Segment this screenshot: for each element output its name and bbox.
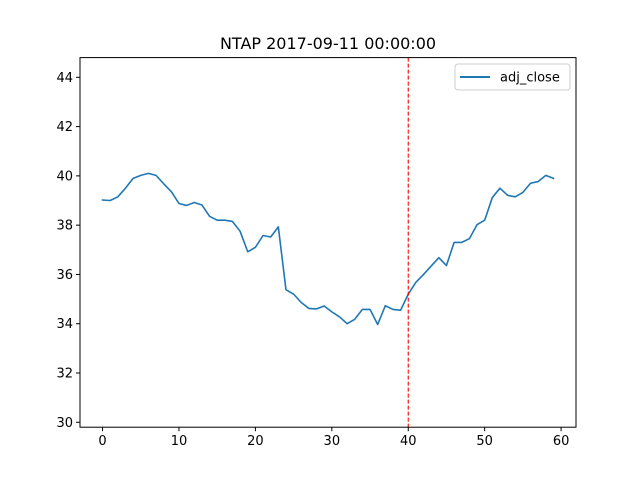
- legend-box: [454, 63, 571, 91]
- y-tick-label: 40: [56, 169, 73, 184]
- x-tick-label: 20: [247, 434, 264, 449]
- chart-title: NTAP 2017-09-11 00:00:00: [220, 34, 436, 53]
- legend-label-adj-close: adj_close: [500, 71, 560, 86]
- axes-frame: [79, 57, 577, 428]
- x-tick-label: 50: [476, 434, 493, 449]
- y-tick-label: 42: [56, 120, 73, 135]
- y-tick-label: 44: [56, 71, 73, 86]
- y-tick-label: 38: [56, 219, 73, 234]
- y-tick-label: 36: [56, 268, 73, 283]
- x-tick-label: 40: [400, 434, 417, 449]
- x-tick-label: 10: [171, 434, 188, 449]
- axis-ticks: 0 10 20 30 40 50 60 30 32 34 36 38 40 42 44: [56, 71, 569, 449]
- y-tick-label: 34: [56, 317, 73, 332]
- series-line-adj-close: [101, 172, 555, 326]
- plot-area: [101, 57, 555, 428]
- x-tick-label: 30: [324, 434, 341, 449]
- legend: adj_close: [454, 63, 571, 91]
- x-tick-label: 60: [553, 434, 570, 449]
- y-tick-label: 30: [56, 416, 73, 431]
- y-tick-label: 32: [56, 366, 73, 381]
- x-tick-label: 0: [98, 434, 106, 449]
